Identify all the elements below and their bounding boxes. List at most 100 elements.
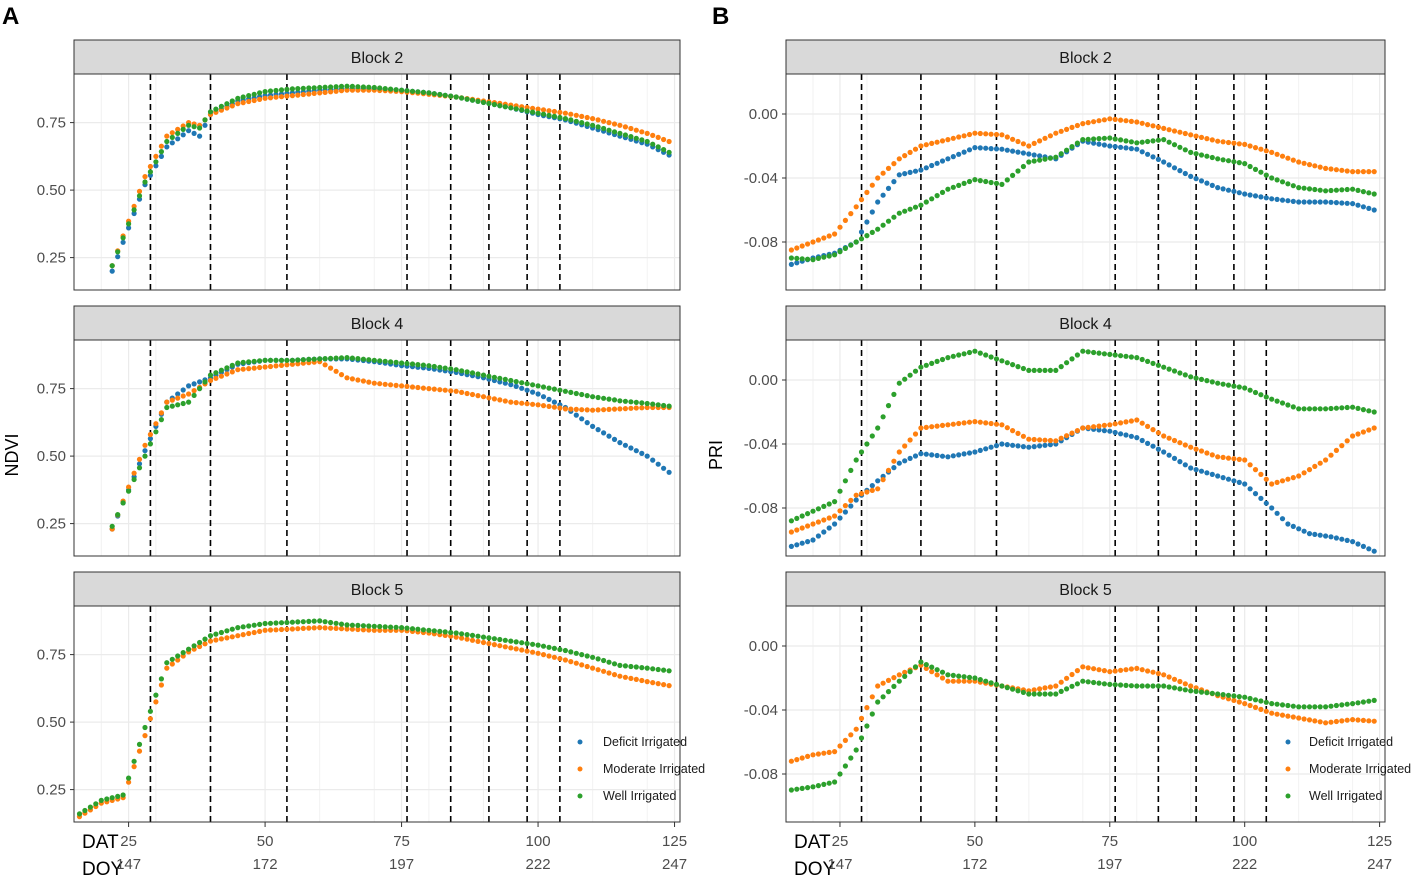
data-point — [1215, 473, 1221, 479]
data-point — [939, 158, 946, 164]
doy-tick-label: 147 — [827, 856, 852, 873]
data-point — [1058, 151, 1064, 157]
data-point — [535, 642, 541, 648]
data-point — [530, 105, 536, 111]
data-point — [333, 625, 339, 632]
data-point — [1312, 718, 1318, 724]
data-point — [1047, 442, 1053, 448]
data-point — [218, 367, 224, 373]
data-point — [1263, 172, 1269, 178]
data-point — [1344, 438, 1350, 444]
data-point — [1101, 668, 1107, 674]
data-point — [794, 786, 800, 792]
data-point — [1004, 147, 1010, 153]
data-point — [622, 124, 629, 130]
data-point — [388, 86, 394, 92]
data-point — [497, 375, 503, 381]
data-point — [393, 624, 399, 630]
data-point — [311, 90, 317, 96]
data-point — [1182, 462, 1188, 468]
data-point — [115, 511, 121, 518]
data-point — [966, 450, 973, 456]
data-point — [923, 451, 929, 457]
data-point — [388, 382, 394, 388]
data-point — [317, 625, 323, 631]
data-point — [1355, 717, 1361, 723]
data-point — [191, 388, 197, 394]
data-point — [611, 436, 618, 442]
data-point — [826, 515, 832, 521]
data-point — [601, 118, 607, 124]
data-point — [848, 497, 854, 503]
data-point — [557, 387, 563, 393]
data-point — [837, 771, 843, 777]
data-point — [371, 623, 377, 629]
data-point — [164, 133, 170, 139]
data-point — [1188, 374, 1194, 380]
data-point — [1198, 376, 1205, 382]
series-well-irrigated — [788, 659, 1377, 793]
data-point — [153, 163, 159, 169]
data-point — [805, 539, 811, 545]
data-point — [448, 93, 454, 99]
data-point — [404, 88, 410, 94]
data-point — [1166, 684, 1172, 690]
data-point — [246, 359, 252, 365]
data-point — [1053, 438, 1059, 444]
data-point — [907, 669, 913, 675]
data-point — [923, 665, 929, 672]
data-point — [366, 627, 372, 633]
data-point — [1296, 473, 1302, 479]
data-point — [360, 84, 366, 90]
data-point — [1339, 443, 1345, 449]
facet-strip-title: Block 5 — [1059, 582, 1112, 599]
legend-moderate-swatch — [577, 766, 583, 772]
data-point — [1112, 421, 1118, 427]
data-point — [1101, 681, 1107, 687]
data-point — [469, 632, 476, 639]
data-point — [519, 385, 525, 391]
data-point — [1198, 134, 1205, 140]
data-point — [377, 627, 383, 633]
data-point — [956, 420, 962, 427]
data-point — [1258, 706, 1264, 713]
data-point — [1258, 146, 1264, 152]
data-point — [546, 403, 552, 409]
y-tick-label: 0.50 — [37, 182, 66, 199]
data-point — [1161, 159, 1167, 165]
data-point — [1074, 428, 1080, 434]
data-point — [1236, 699, 1242, 705]
data-point — [644, 138, 650, 145]
data-point — [180, 400, 186, 407]
data-point — [535, 391, 541, 397]
data-point — [1355, 431, 1361, 437]
doy-row-label: DOY — [794, 859, 836, 877]
data-point — [1333, 200, 1339, 206]
data-point — [551, 654, 558, 660]
data-point — [1231, 383, 1237, 389]
data-point — [1096, 427, 1102, 433]
data-point — [1112, 668, 1118, 674]
data-point — [551, 645, 558, 652]
data-point — [1064, 360, 1070, 366]
data-point — [349, 87, 355, 93]
data-point — [393, 87, 399, 93]
data-point — [661, 682, 667, 688]
data-point — [1317, 406, 1323, 412]
data-point — [617, 398, 623, 404]
legend-moderate-swatch — [1285, 766, 1291, 772]
data-point — [661, 667, 667, 673]
data-point — [136, 748, 143, 754]
data-point — [1220, 186, 1226, 192]
data-point — [1042, 437, 1048, 443]
plot-area — [74, 340, 680, 556]
data-point — [1047, 684, 1053, 690]
data-point — [568, 117, 574, 123]
data-point — [611, 129, 618, 135]
data-point — [164, 404, 170, 411]
data-point — [1366, 169, 1372, 175]
data-point — [524, 387, 530, 393]
data-point — [524, 381, 530, 387]
data-point — [1085, 349, 1091, 355]
data-point — [158, 143, 164, 149]
